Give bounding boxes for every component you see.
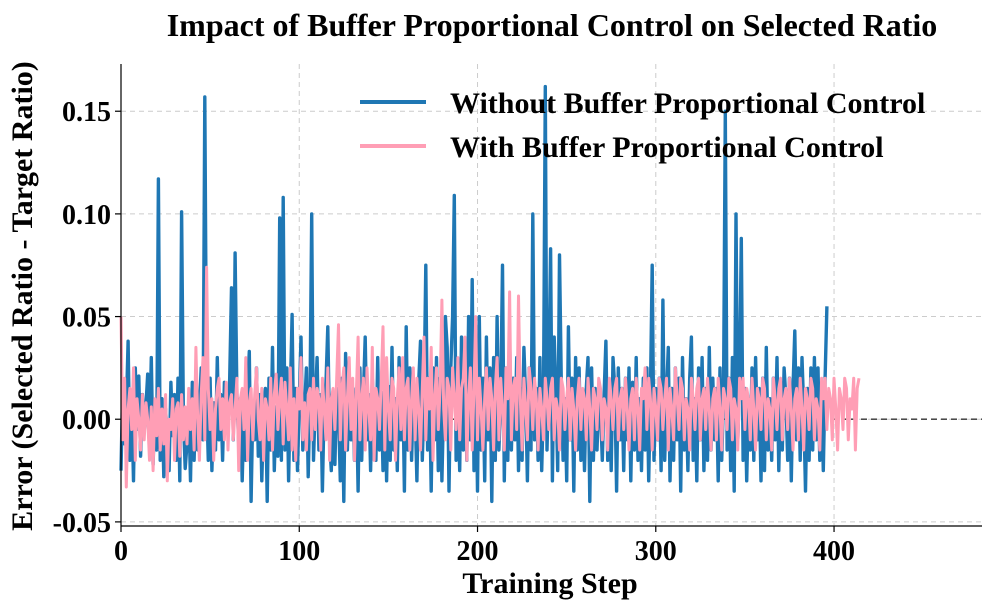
y-tick-label-1: 0.00 [62,405,111,436]
series-line-1 [119,265,861,489]
legend-label-0: Without Buffer Proportional Control [450,87,925,120]
series-layer [119,84,861,504]
x-tick-label-0: 0 [114,536,128,567]
x-tick-label-4: 400 [813,536,855,567]
y-tick-label-2: 0.05 [62,303,111,334]
chart-title: Impact of Buffer Proportional Control on… [167,7,938,43]
y-tick-label-4: 0.15 [62,97,111,128]
x-tick-label-3: 300 [635,536,677,567]
y-ticks: -0.05 0.00 0.05 0.10 0.15 [53,97,121,539]
axes [120,64,982,527]
y-tick-label-3: 0.10 [62,200,111,231]
legend-label-1: With Buffer Proportional Control [450,131,884,164]
x-ticks: 0 100 200 300 400 [114,526,855,567]
legend: Without Buffer Proportional Control With … [360,87,925,164]
x-tick-label-1: 100 [278,536,320,567]
x-tick-label-2: 200 [457,536,499,567]
y-axis-label: Error (Selected Ratio - Target Ratio) [6,61,39,531]
x-axis-label: Training Step [462,567,637,600]
y-tick-label-0: -0.05 [53,508,111,539]
